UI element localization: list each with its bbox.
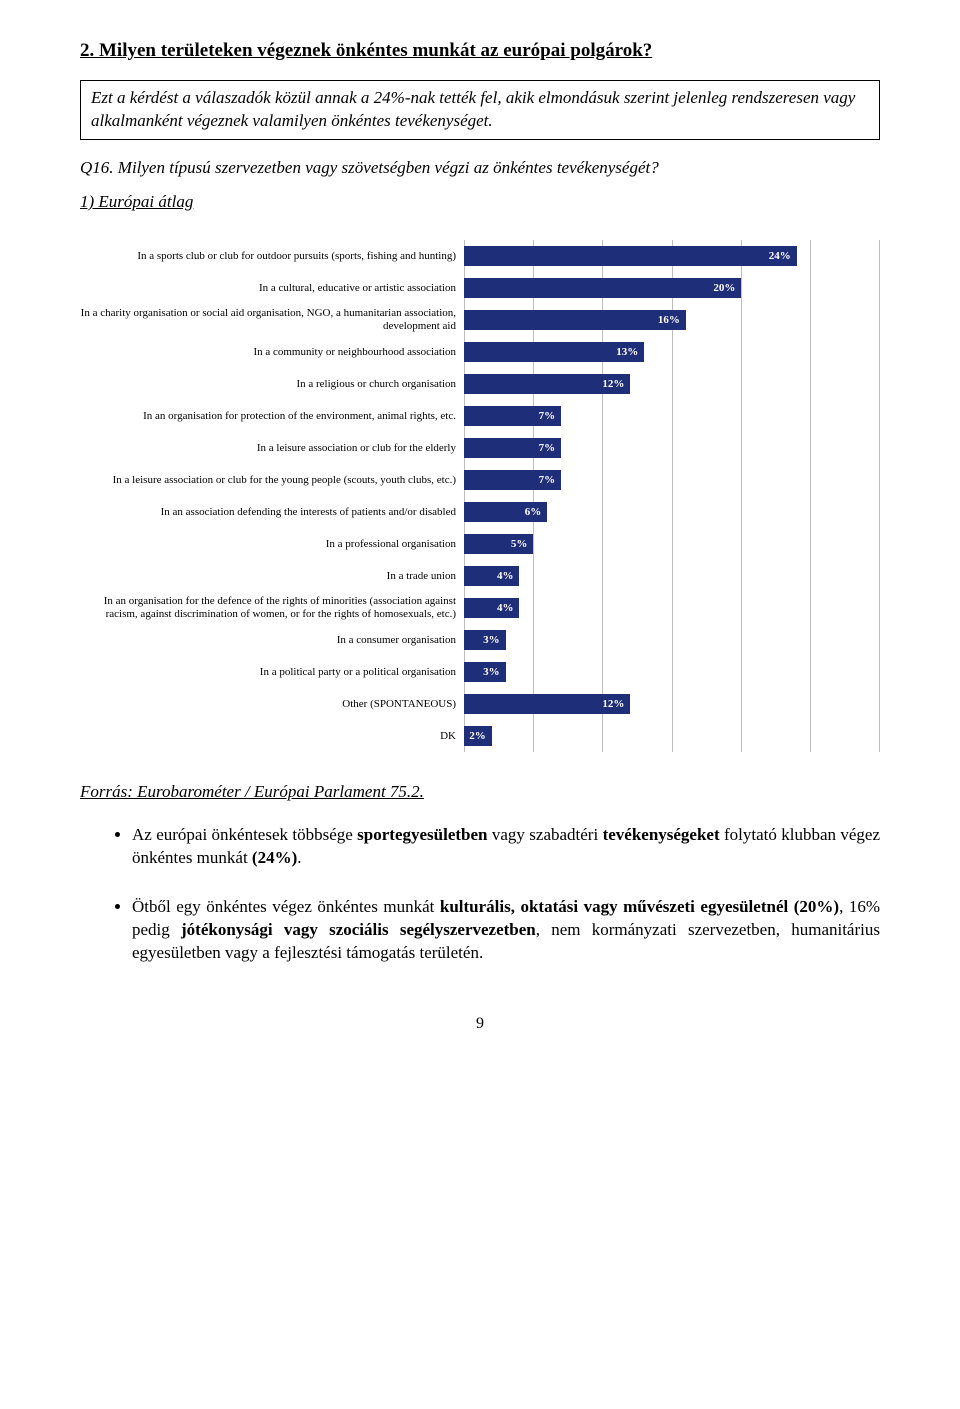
chart-row: In an organisation for the defence of th… bbox=[80, 592, 880, 624]
chart-row: In a leisure association or club for the… bbox=[80, 432, 880, 464]
chart-bar: 13% bbox=[464, 342, 644, 362]
chart-plot: 12% bbox=[464, 688, 880, 720]
chart-plot: 12% bbox=[464, 368, 880, 400]
chart-row: Other (SPONTANEOUS)12% bbox=[80, 688, 880, 720]
chart-label: DK bbox=[80, 730, 464, 743]
chart-bar: 3% bbox=[464, 662, 506, 682]
chart-label: In a sports club or club for outdoor pur… bbox=[80, 250, 464, 263]
question-line: Q16. Milyen típusú szervezetben vagy szö… bbox=[80, 158, 880, 178]
chart-bar: 2% bbox=[464, 726, 492, 746]
chart-row: In a religious or church organisation12% bbox=[80, 368, 880, 400]
chart-bar: 5% bbox=[464, 534, 533, 554]
chart-bar: 20% bbox=[464, 278, 741, 298]
chart-row: In an organisation for protection of the… bbox=[80, 400, 880, 432]
chart-plot: 4% bbox=[464, 592, 880, 624]
chart-bar: 24% bbox=[464, 246, 797, 266]
chart-row: In an association defending the interest… bbox=[80, 496, 880, 528]
chart-row: In a sports club or club for outdoor pur… bbox=[80, 240, 880, 272]
chart-plot: 20% bbox=[464, 272, 880, 304]
sub-heading: 1) Európai átlag bbox=[80, 192, 880, 212]
chart-label: In an organisation for protection of the… bbox=[80, 410, 464, 423]
chart-label: In a religious or church organisation bbox=[80, 378, 464, 391]
chart-bar: 12% bbox=[464, 694, 630, 714]
chart-row: In a leisure association or club for the… bbox=[80, 464, 880, 496]
chart-plot: 24% bbox=[464, 240, 880, 272]
chart-plot: 3% bbox=[464, 624, 880, 656]
chart-plot: 6% bbox=[464, 496, 880, 528]
chart-row: DK2% bbox=[80, 720, 880, 752]
chart-label: In a leisure association or club for the… bbox=[80, 442, 464, 455]
list-item: Ötből egy önkéntes végez önkéntes munkát… bbox=[132, 896, 880, 965]
gridlines bbox=[464, 560, 880, 592]
chart-plot: 7% bbox=[464, 464, 880, 496]
chart-plot: 13% bbox=[464, 336, 880, 368]
chart-plot: 16% bbox=[464, 304, 880, 336]
chart-label: In a charity organisation or social aid … bbox=[80, 307, 464, 332]
chart-label: In a leisure association or club for the… bbox=[80, 474, 464, 487]
chart-plot: 2% bbox=[464, 720, 880, 752]
chart-bar: 4% bbox=[464, 566, 519, 586]
bullet-list: Az európai önkéntesek többsége sportegye… bbox=[80, 824, 880, 965]
chart-plot: 4% bbox=[464, 560, 880, 592]
chart-bar: 16% bbox=[464, 310, 686, 330]
chart-bar: 3% bbox=[464, 630, 506, 650]
list-item: Az európai önkéntesek többsége sportegye… bbox=[132, 824, 880, 870]
chart-row: In a consumer organisation3% bbox=[80, 624, 880, 656]
chart-label: In a community or neighbourhood associat… bbox=[80, 346, 464, 359]
chart-bar: 7% bbox=[464, 470, 561, 490]
chart-row: In a charity organisation or social aid … bbox=[80, 304, 880, 336]
bar-chart: In a sports club or club for outdoor pur… bbox=[80, 240, 880, 752]
chart-bar: 12% bbox=[464, 374, 630, 394]
chart-plot: 7% bbox=[464, 400, 880, 432]
chart-label: In a political party or a political orga… bbox=[80, 666, 464, 679]
page-number: 9 bbox=[80, 1015, 880, 1033]
chart-row: In a cultural, educative or artistic ass… bbox=[80, 272, 880, 304]
chart-label: In a consumer organisation bbox=[80, 634, 464, 647]
chart-label: In a trade union bbox=[80, 570, 464, 583]
chart-label: Other (SPONTANEOUS) bbox=[80, 698, 464, 711]
chart-bar: 6% bbox=[464, 502, 547, 522]
source-line: Forrás: Eurobarométer / Európai Parlamen… bbox=[80, 782, 880, 802]
chart-bar: 7% bbox=[464, 438, 561, 458]
gridlines bbox=[464, 592, 880, 624]
chart-row: In a community or neighbourhood associat… bbox=[80, 336, 880, 368]
chart-bar: 7% bbox=[464, 406, 561, 426]
chart-bar: 4% bbox=[464, 598, 519, 618]
gridlines bbox=[464, 656, 880, 688]
chart-row: In a political party or a political orga… bbox=[80, 656, 880, 688]
chart-plot: 5% bbox=[464, 528, 880, 560]
chart-plot: 3% bbox=[464, 656, 880, 688]
gridlines bbox=[464, 624, 880, 656]
chart-label: In an organisation for the defence of th… bbox=[80, 595, 464, 620]
chart-label: In an association defending the interest… bbox=[80, 506, 464, 519]
gridlines bbox=[464, 720, 880, 752]
section-heading: 2. Milyen területeken végeznek önkéntes … bbox=[80, 40, 880, 62]
chart-row: In a professional organisation5% bbox=[80, 528, 880, 560]
chart-label: In a professional organisation bbox=[80, 538, 464, 551]
chart-row: In a trade union4% bbox=[80, 560, 880, 592]
chart-label: In a cultural, educative or artistic ass… bbox=[80, 282, 464, 295]
chart-plot: 7% bbox=[464, 432, 880, 464]
boxed-note: Ezt a kérdést a válaszadók közül annak a… bbox=[80, 80, 880, 140]
